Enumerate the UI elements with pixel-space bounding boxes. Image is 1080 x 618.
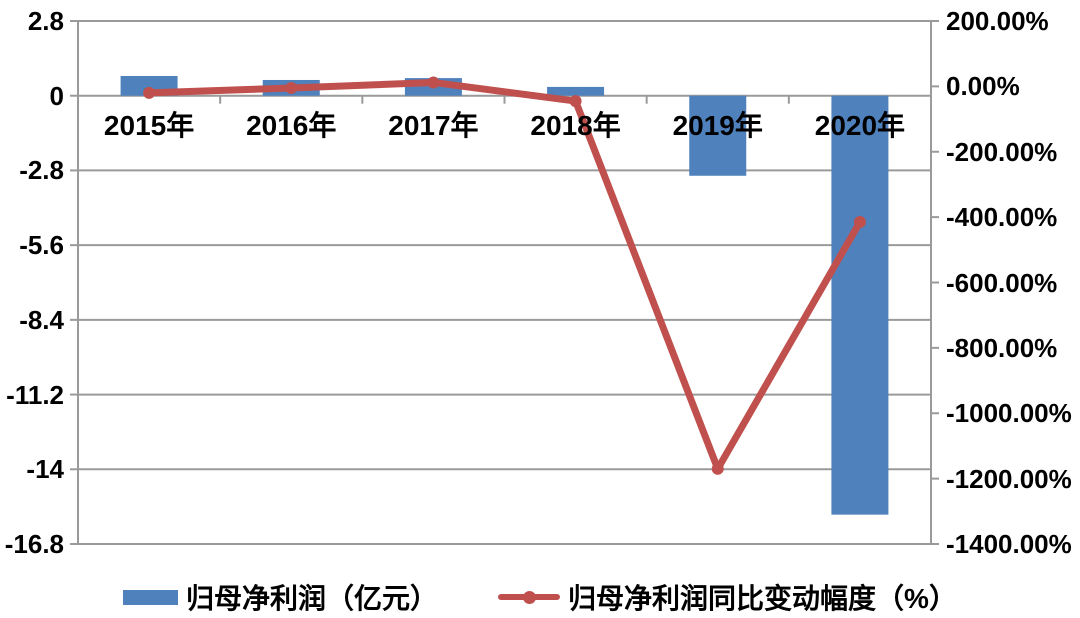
right-axis-tick-label: -1200.00%	[946, 463, 1072, 494]
line-marker-2016年	[285, 82, 298, 95]
left-axis-tick-label: -5.6	[19, 230, 64, 261]
line-series	[145, 78, 864, 473]
bar-series-swatch	[123, 589, 179, 605]
category-label-2018年: 2018年	[530, 109, 621, 141]
left-axis-tick-label: 2.8	[27, 6, 64, 36]
right-axis-tick-label: 0.00%	[946, 71, 1020, 102]
legend-item-line: 归母净利润同比变动幅度（%）	[498, 577, 957, 617]
category-label-2016年: 2016年	[246, 109, 337, 141]
line-series-label: 归母净利润同比变动幅度（%）	[568, 583, 957, 614]
line-series-swatch	[498, 590, 561, 604]
bar-2018年	[547, 86, 605, 96]
left-axis-tick-label: -14	[26, 454, 64, 485]
category-label-2019年: 2019年	[672, 109, 763, 141]
left-axis-tick-label: -8.4	[19, 304, 64, 335]
line-swatch-marker-icon	[522, 590, 536, 604]
right-axis-tick-label: -600.00%	[946, 267, 1058, 298]
right-axis-tick-label: -400.00%	[946, 202, 1058, 233]
right-axis-tick-label: -200.00%	[946, 136, 1058, 167]
right-axis-tick-label: -1400.00%	[946, 529, 1072, 559]
right-axis-tick-label: -1000.00%	[946, 398, 1072, 429]
line-marker-2018年	[569, 95, 582, 108]
legend: 归母净利润（亿元） 归母净利润同比变动幅度（%）	[0, 576, 1080, 618]
legend-item-bar: 归母净利润（亿元）	[123, 577, 438, 617]
line-marker-2015年	[143, 86, 156, 99]
bar-series-label: 归母净利润（亿元）	[186, 583, 439, 614]
left-axis-tick-label: -2.8	[19, 155, 64, 186]
right-axis-tick-label: -800.00%	[946, 332, 1058, 363]
left-axis-tick-label: 0	[49, 80, 64, 111]
bar-2019年	[689, 95, 747, 176]
left-axis-tick-label: -16.8	[4, 529, 64, 559]
line-marker-2017年	[427, 76, 440, 89]
left-axis-tick-label: -11.2	[6, 379, 64, 410]
category-label-2020年: 2020年	[814, 109, 906, 141]
line-marker-2019年	[711, 462, 724, 475]
category-label-2017年: 2017年	[388, 109, 479, 141]
bar-2020年	[831, 95, 889, 515]
right-axis-tick-label: 200.00%	[946, 6, 1049, 36]
category-label-2015年: 2015年	[103, 109, 195, 141]
line-marker-2020年	[853, 216, 866, 229]
